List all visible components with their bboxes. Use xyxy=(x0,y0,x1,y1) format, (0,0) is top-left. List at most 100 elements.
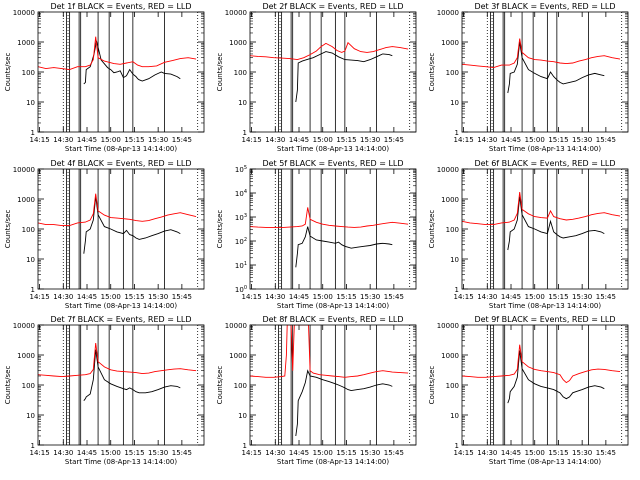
x-tick-label: 15:30 xyxy=(360,449,380,457)
y-tick-label: 10000 xyxy=(437,166,459,174)
y-tick-label: 1 xyxy=(455,286,459,294)
y-axis-label: Counts/sec xyxy=(428,53,436,92)
x-tick-label: 15:15 xyxy=(548,136,568,144)
x-tick-label: 14:45 xyxy=(77,293,97,301)
y-tick-label: 101 xyxy=(235,261,247,270)
panel-det-2: 1 10 100 1000 10000 14:15 14:30 14:45 15:00 15:15… xyxy=(216,2,417,153)
x-tick-label: 14:15 xyxy=(29,293,49,301)
x-tick-label: 15:00 xyxy=(525,449,545,457)
events-series-line xyxy=(295,51,393,103)
panel-title: Det 2f BLACK = Events, RED = LLD xyxy=(262,2,403,11)
x-tick-label: 15:45 xyxy=(172,449,192,457)
y-tick-label: 103 xyxy=(235,213,247,222)
lld-series-line xyxy=(250,207,409,229)
y-tick-label: 1 xyxy=(31,129,35,137)
plot-frame xyxy=(37,324,205,446)
y-tick-label: 10 xyxy=(26,99,35,107)
events-series-line xyxy=(507,41,605,94)
y-tick-label: 1000 xyxy=(441,352,459,360)
events-series-line xyxy=(295,226,393,268)
lld-series-line xyxy=(250,41,409,61)
plot-frame xyxy=(461,168,629,290)
x-tick-label: 15:30 xyxy=(148,136,168,144)
y-tick-label: 1000 xyxy=(441,196,459,204)
lld-series-line xyxy=(38,36,197,71)
events-series-line xyxy=(507,350,605,404)
y-tick-label: 105 xyxy=(235,165,247,174)
x-axis-label: Start Time (08-Apr-13 14:14:00) xyxy=(65,302,177,310)
y-tick-label: 10000 xyxy=(437,322,459,330)
x-tick-label: 14:15 xyxy=(241,293,261,301)
y-tick-label: 10 xyxy=(26,256,35,264)
x-tick-label: 14:15 xyxy=(453,293,473,301)
lld-series-line xyxy=(462,344,621,384)
y-tick-label: 1000 xyxy=(17,196,35,204)
x-tick-label: 15:00 xyxy=(101,293,121,301)
x-tick-label: 14:30 xyxy=(477,293,497,301)
y-tick-label: 10 xyxy=(238,412,247,420)
y-tick-label: 10000 xyxy=(13,322,35,330)
x-tick-label: 14:45 xyxy=(501,293,521,301)
x-axis-label: Start Time (08-Apr-13 14:14:00) xyxy=(277,302,389,310)
panel-title: Det 6f BLACK = Events, RED = LLD xyxy=(474,159,615,168)
plot-frame xyxy=(249,324,417,446)
events-series-line xyxy=(295,369,393,437)
y-axis-label: Counts/sec xyxy=(4,53,12,92)
plot-frame xyxy=(37,168,205,290)
lld-series-line xyxy=(462,192,621,226)
x-tick-label: 15:15 xyxy=(548,449,568,457)
panel-det-6: 1 10 100 1000 10000 14:15 14:30 14:45 15:00 15:15… xyxy=(428,159,629,310)
plot-frame xyxy=(249,168,417,290)
x-tick-label: 14:30 xyxy=(53,136,73,144)
y-tick-label: 100 xyxy=(235,285,247,294)
y-tick-label: 100 xyxy=(22,382,35,390)
panel-det-3: 1 10 100 1000 10000 14:15 14:30 14:45 15:00 15:15… xyxy=(428,2,629,153)
y-tick-label: 1 xyxy=(31,286,35,294)
x-tick-label: 14:30 xyxy=(265,449,285,457)
panel-title: Det 9f BLACK = Events, RED = LLD xyxy=(474,315,615,324)
y-tick-label: 10 xyxy=(450,256,459,264)
lld-series-line xyxy=(250,325,409,378)
x-tick-label: 14:15 xyxy=(29,449,49,457)
plot-frame xyxy=(461,11,629,133)
x-tick-label: 15:00 xyxy=(101,136,121,144)
x-tick-label: 15:15 xyxy=(124,449,144,457)
x-tick-label: 15:45 xyxy=(384,293,404,301)
y-axis-label: Counts/sec xyxy=(428,210,436,249)
y-tick-label: 104 xyxy=(235,189,247,198)
x-tick-label: 14:45 xyxy=(289,449,309,457)
events-series-line xyxy=(83,40,181,85)
y-tick-label: 1000 xyxy=(441,39,459,47)
events-series-line xyxy=(83,349,181,401)
x-tick-label: 15:15 xyxy=(124,136,144,144)
x-tick-label: 15:00 xyxy=(313,136,333,144)
x-tick-label: 14:30 xyxy=(265,293,285,301)
x-tick-label: 15:15 xyxy=(124,293,144,301)
x-tick-label: 15:45 xyxy=(384,449,404,457)
panel-title: Det 1f BLACK = Events, RED = LLD xyxy=(50,2,191,11)
y-tick-label: 100 xyxy=(234,382,247,390)
events-series-line xyxy=(507,196,605,251)
x-tick-label: 14:45 xyxy=(77,136,97,144)
plot-frame xyxy=(37,11,205,133)
x-tick-label: 15:15 xyxy=(548,293,568,301)
y-axis-label: Counts/sec xyxy=(4,210,12,249)
y-tick-label: 1000 xyxy=(17,352,35,360)
x-tick-label: 14:15 xyxy=(241,449,261,457)
x-tick-label: 14:30 xyxy=(477,136,497,144)
x-tick-label: 15:00 xyxy=(313,449,333,457)
x-tick-label: 15:30 xyxy=(572,136,592,144)
y-axis-label: Counts/sec xyxy=(216,210,224,249)
plot-frame xyxy=(249,11,417,133)
y-tick-label: 100 xyxy=(22,226,35,234)
x-tick-label: 15:45 xyxy=(384,136,404,144)
x-axis-label: Start Time (08-Apr-13 14:14:00) xyxy=(489,145,601,153)
x-tick-label: 15:45 xyxy=(172,136,192,144)
y-tick-label: 100 xyxy=(446,226,459,234)
x-tick-label: 15:15 xyxy=(336,136,356,144)
y-tick-label: 10 xyxy=(26,412,35,420)
y-axis-label: Counts/sec xyxy=(216,366,224,405)
y-tick-label: 100 xyxy=(446,382,459,390)
x-tick-label: 15:30 xyxy=(148,293,168,301)
x-tick-label: 14:15 xyxy=(241,136,261,144)
